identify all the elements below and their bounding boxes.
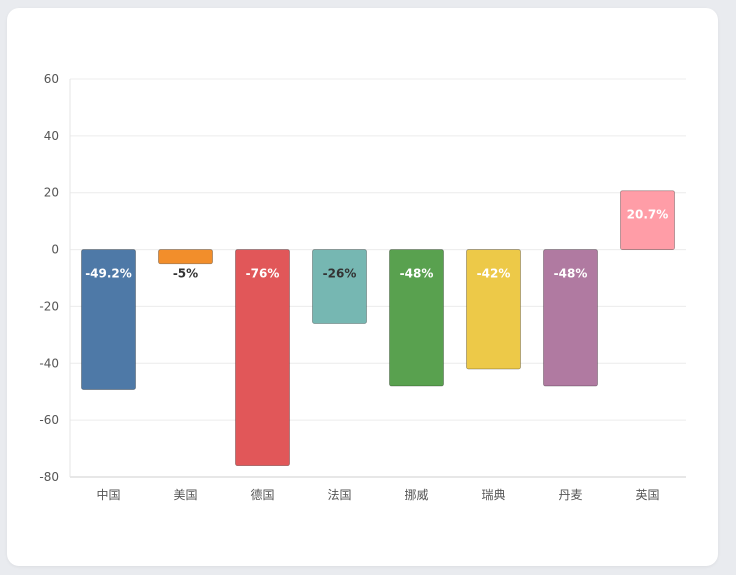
bar[interactable] xyxy=(158,249,213,265)
y-tick-label: 0 xyxy=(51,243,59,257)
y-tick-label: 60 xyxy=(44,72,59,86)
bar[interactable] xyxy=(543,249,598,387)
x-tick-label: 丹麦 xyxy=(558,488,582,502)
y-axis: 60 40 20 0 -20 -40 -60 -80 xyxy=(39,72,71,484)
data-label: -48% xyxy=(400,267,434,281)
x-tick-label: 德国 xyxy=(250,487,274,502)
y-tick-label: 20 xyxy=(44,186,59,200)
y-tick-label: -40 xyxy=(39,356,59,370)
y-tick-label: 40 xyxy=(44,129,59,143)
data-label: -49.2% xyxy=(85,267,132,281)
x-tick-label: 英国 xyxy=(635,488,659,502)
x-tick-label: 瑞典 xyxy=(481,488,505,502)
data-label: -48% xyxy=(554,267,588,281)
x-tick-label: 挪威 xyxy=(404,488,428,502)
bar[interactable] xyxy=(235,249,290,467)
bar[interactable] xyxy=(81,249,136,390)
y-tick-label: -20 xyxy=(39,299,59,313)
data-label: 20.7% xyxy=(627,208,669,222)
data-label: -42% xyxy=(477,267,511,281)
x-axis: 中国 美国 德国 法国 挪威 瑞典 丹麦 英国 xyxy=(96,487,659,502)
x-tick-label: 中国 xyxy=(96,487,120,502)
bar[interactable] xyxy=(389,249,444,387)
data-label: -5% xyxy=(173,267,198,281)
bar[interactable] xyxy=(620,190,675,250)
x-tick-label: 美国 xyxy=(173,488,197,502)
bar[interactable] xyxy=(312,249,367,324)
y-tick-label: -80 xyxy=(39,470,59,484)
bars xyxy=(81,190,675,467)
bar[interactable] xyxy=(466,249,521,370)
data-labels: -49.2% -5% -76% -26% -48% -42% -48% 20.7% xyxy=(85,208,668,281)
data-label: -76% xyxy=(246,267,280,281)
data-label: -26% xyxy=(323,267,357,281)
x-tick-label: 法国 xyxy=(327,488,351,502)
y-tick-label: -60 xyxy=(39,413,59,427)
